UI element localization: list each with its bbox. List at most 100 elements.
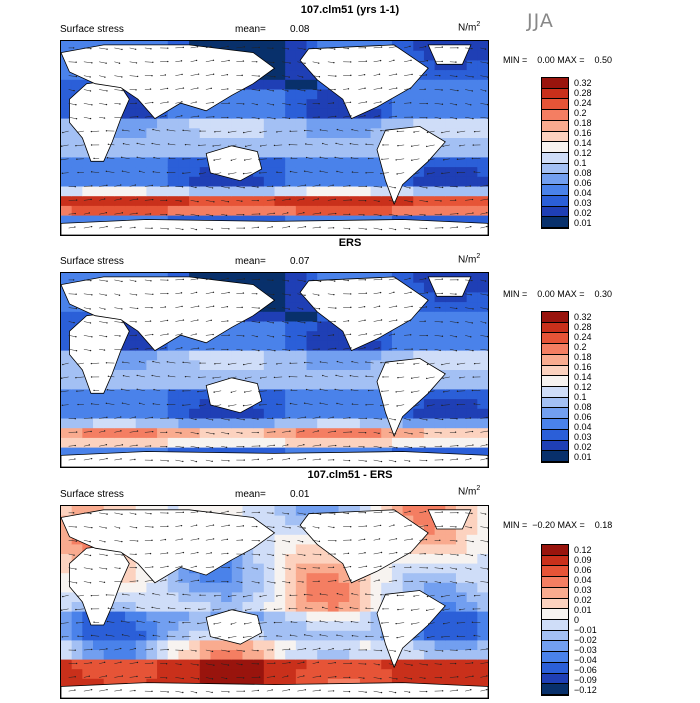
vector-head <box>195 419 196 420</box>
field-cell <box>296 544 307 554</box>
vector-head <box>91 649 92 650</box>
field-cell <box>339 360 350 370</box>
vector-head <box>442 690 443 691</box>
field-cell <box>477 206 488 216</box>
field-cell <box>392 438 403 448</box>
vector-head <box>121 541 122 542</box>
field-cell <box>285 148 296 158</box>
field-cell <box>424 564 435 574</box>
field-cell <box>242 573 253 583</box>
field-cell <box>242 602 253 612</box>
vector-head <box>378 664 379 665</box>
field-cell <box>221 360 232 370</box>
field-cell <box>296 360 307 370</box>
colorbar-segment <box>542 398 568 409</box>
colorbar-segment <box>542 609 568 620</box>
vector-head <box>166 677 167 678</box>
vector-head <box>227 74 228 75</box>
field-cell <box>317 438 328 448</box>
field-cell <box>264 187 275 197</box>
field-cell <box>456 380 467 390</box>
field-cell <box>93 206 104 216</box>
vector-head <box>364 347 365 348</box>
vector-head <box>318 294 319 295</box>
vector-head <box>106 648 107 649</box>
vector-head <box>260 377 261 378</box>
field-cell <box>93 669 104 679</box>
field-cell <box>456 640 467 650</box>
vector-head <box>215 405 216 406</box>
field-cell <box>275 506 286 516</box>
field-cell <box>456 196 467 206</box>
field-cell <box>136 409 147 419</box>
vector-head <box>119 335 120 336</box>
vector-head <box>152 580 153 581</box>
field-cell <box>72 148 83 158</box>
vector-head <box>137 116 138 117</box>
vector-head <box>290 635 291 636</box>
vector-head <box>256 104 257 105</box>
field-cell <box>285 650 296 660</box>
vector-head <box>441 596 442 597</box>
field-cell <box>403 99 414 109</box>
vector-head <box>441 321 442 322</box>
vector-head <box>228 596 229 597</box>
field-cell <box>200 592 211 602</box>
field-cell <box>392 99 403 109</box>
vector-head <box>75 336 76 337</box>
vector-head <box>290 171 291 172</box>
field-cell <box>328 157 339 167</box>
vector-head <box>304 130 305 131</box>
field-cell <box>360 409 371 419</box>
vector-head <box>302 117 303 118</box>
vector-head <box>180 432 181 433</box>
field-cell <box>456 419 467 429</box>
vector-head <box>333 459 334 460</box>
field-cell <box>392 341 403 351</box>
field-cell <box>349 592 360 602</box>
vector-head <box>457 636 458 637</box>
field-cell <box>317 409 328 419</box>
field-cell <box>381 660 392 670</box>
field-cell <box>467 51 478 61</box>
vector-head <box>276 131 277 132</box>
field-cell <box>456 592 467 602</box>
vector-head <box>427 173 428 174</box>
field-cell <box>61 41 72 51</box>
field-cell <box>125 360 136 370</box>
field-cell <box>221 583 232 593</box>
vector-head <box>304 527 305 528</box>
field-cell <box>307 322 318 332</box>
field-cell <box>264 544 275 554</box>
panel-2-map <box>60 272 489 468</box>
field-cell <box>317 128 328 138</box>
field-cell <box>467 602 478 612</box>
colorbar-segment <box>542 333 568 344</box>
field-cell <box>275 535 286 545</box>
field-cell <box>360 157 371 167</box>
field-cell <box>477 602 488 612</box>
vector-head <box>441 132 442 133</box>
vector-head <box>198 447 199 448</box>
field-cell <box>296 583 307 593</box>
field-cell <box>413 196 424 206</box>
field-cell <box>296 351 307 361</box>
vector-head <box>75 213 76 214</box>
field-cell <box>168 341 179 351</box>
panel-2-map-svg <box>61 273 488 467</box>
vector-head <box>272 418 273 419</box>
field-cell <box>189 428 200 438</box>
vector-head <box>120 184 121 185</box>
vector-head <box>136 62 137 63</box>
field-cell <box>82 438 93 448</box>
field-cell <box>264 631 275 641</box>
vector-head <box>318 581 319 582</box>
vector-head <box>348 48 349 49</box>
field-cell <box>317 187 328 197</box>
field-cell <box>296 380 307 390</box>
vector-head <box>257 663 258 664</box>
vector-head <box>457 404 458 405</box>
vector-head <box>288 48 289 49</box>
field-cell <box>424 167 435 177</box>
vector-head <box>336 171 337 172</box>
